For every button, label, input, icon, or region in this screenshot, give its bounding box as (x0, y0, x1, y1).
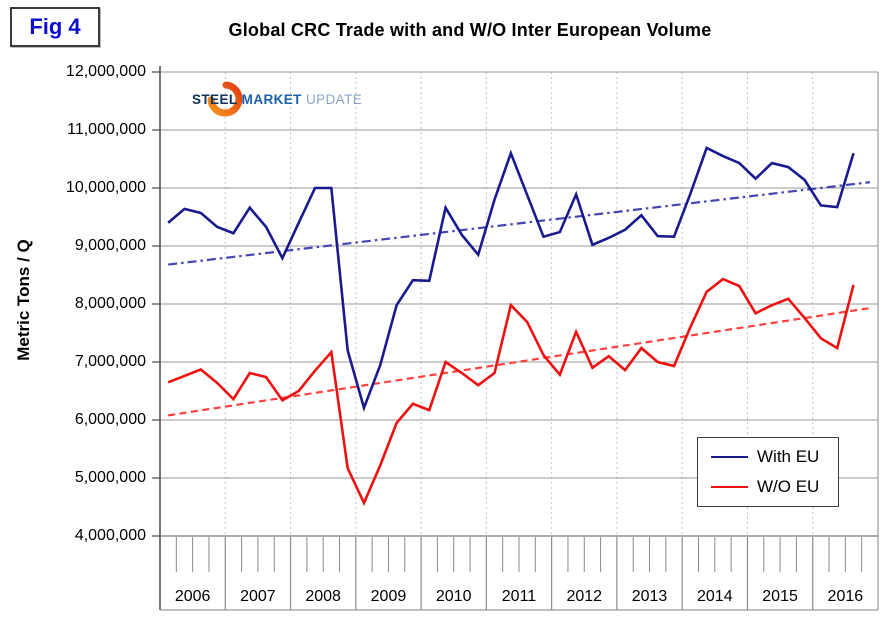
figure-number-label: Fig 4 (29, 14, 81, 39)
x-axis-year-label: 2009 (370, 588, 407, 605)
x-axis-year-label: 2008 (305, 588, 341, 605)
legend-label-wo-eu: W/O EU (757, 477, 820, 496)
x-axis-year-label: 2012 (566, 588, 603, 605)
legend-item-with-eu: With EU (698, 447, 838, 467)
y-axis-tick-label: 12,000,000 (65, 63, 146, 80)
y-axis-tick-label: 11,000,000 (67, 121, 146, 138)
logo-crescent-icon (207, 81, 243, 117)
with-eu-line (167, 146, 855, 412)
y-axis-tick-label: 9,000,000 (74, 237, 146, 254)
logo-word-update: UPDATE (305, 92, 363, 107)
wo-eu-line-swatch (711, 486, 748, 488)
chart-legend: With EU W/O EU (697, 437, 839, 507)
w-o-eu-line (167, 277, 855, 507)
logo-word-market: MARKET (241, 92, 302, 107)
y-axis-tick-label: 8,000,000 (74, 295, 146, 312)
legend-label-with-eu: With EU (757, 447, 820, 466)
legend-item-wo-eu: W/O EU (698, 477, 838, 497)
figure-number-box: Fig 4 (10, 7, 100, 47)
x-axis-year-label: 2013 (631, 588, 668, 605)
logo-text: STEEL MARKET UPDATE (192, 92, 362, 107)
chart-title: Global CRC Trade with and W/O Inter Euro… (228, 20, 712, 40)
x-axis-year-label: 2007 (240, 588, 276, 605)
y-axis-tick-label: 5,000,000 (74, 469, 146, 486)
steel-market-update-logo: STEEL MARKET UPDATE (192, 79, 362, 119)
x-axis-year-label: 2016 (827, 588, 864, 605)
logo-word-steel: STEEL (192, 92, 238, 107)
x-axis-year-label: 2014 (697, 588, 733, 605)
with-eu-line-swatch (711, 456, 748, 458)
x-axis-year-label: 2006 (174, 588, 211, 605)
y-axis-tick-label: 7,000,000 (74, 353, 146, 370)
y-axis-tick-label: 10,000,000 (65, 179, 146, 196)
x-axis-year-label: 2011 (501, 588, 537, 605)
y-axis-tick-label: 4,000,000 (74, 527, 146, 544)
x-axis-year-label: 2010 (435, 588, 472, 605)
y-axis-tick-label: 6,000,000 (74, 411, 146, 428)
x-axis-year-label: 2015 (762, 588, 798, 605)
